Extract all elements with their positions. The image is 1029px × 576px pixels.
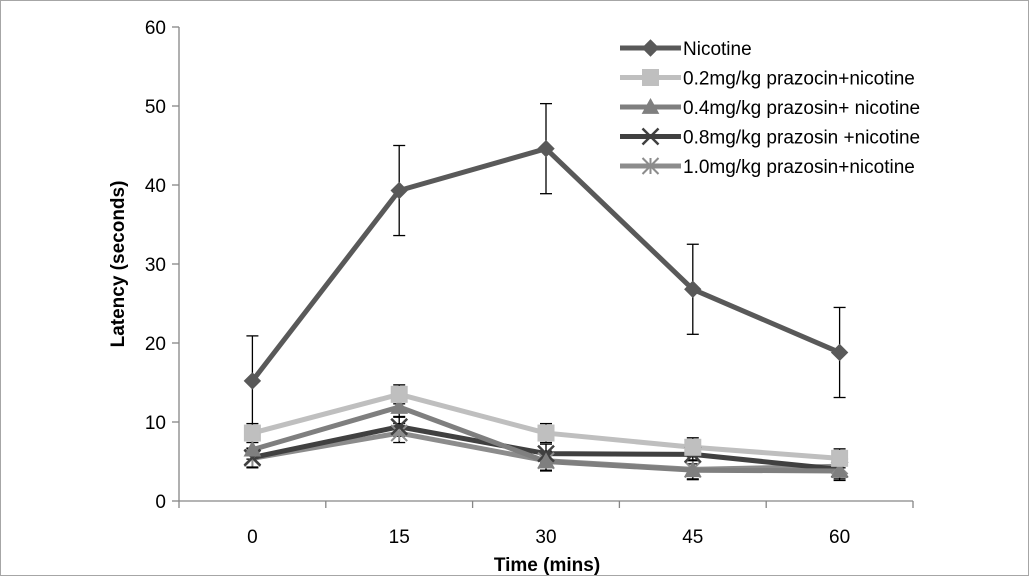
x-axis-title: Time (mins)	[494, 555, 600, 576]
y-tick-label: 0	[155, 492, 166, 513]
marker-stroke	[390, 417, 409, 436]
data-point	[684, 438, 702, 456]
y-tick-label: 60	[145, 18, 166, 39]
series-markers	[243, 139, 849, 479]
y-tick-label: 40	[145, 176, 166, 197]
data-point	[390, 417, 409, 436]
data-point	[243, 440, 262, 457]
y-tick-label: 30	[145, 255, 166, 276]
data-point	[830, 461, 849, 478]
y-axis-title: Latency (seconds)	[108, 181, 129, 348]
legend: Nicotine 0.2mg/kg prazocin+nicotine 0.4mg/…	[620, 39, 920, 178]
legend-item: 0.2mg/kg prazocin+nicotine	[620, 69, 915, 90]
legend-swatch-marker	[642, 69, 659, 86]
data-point	[683, 461, 702, 478]
legend-label: 0.4mg/kg prazosin+ nicotine	[683, 98, 920, 119]
x-tick-label: 60	[829, 527, 850, 548]
marker-stroke	[641, 127, 660, 146]
x-tick-label: 45	[682, 527, 703, 548]
legend-label: 0.2mg/kg prazocin+nicotine	[683, 69, 915, 90]
y-tick-label: 50	[145, 97, 166, 118]
x-tick-label: 0	[247, 527, 258, 548]
legend-item: 0.4mg/kg prazosin+ nicotine	[620, 97, 920, 119]
x-tick-label: 30	[535, 527, 556, 548]
data-point	[390, 385, 408, 403]
data-point	[390, 397, 409, 414]
data-point	[390, 181, 408, 200]
legend-label: 1.0mg/kg prazosin+nicotine	[683, 157, 915, 178]
legend-item: Nicotine	[620, 39, 752, 60]
legend-swatch-marker	[641, 39, 660, 57]
legend-label: Nicotine	[683, 39, 752, 60]
legend-swatch-marker	[641, 127, 660, 146]
x-tick-label: 15	[389, 527, 410, 548]
data-point	[831, 449, 849, 467]
legend-swatch-marker	[641, 157, 660, 175]
axes: 0 10 20 30 40 50 60 0 15 30 45 60	[145, 18, 914, 548]
data-point	[243, 424, 261, 442]
data-point	[537, 139, 555, 158]
y-tick-label: 10	[145, 413, 166, 434]
data-point	[537, 424, 555, 442]
data-point	[243, 372, 262, 390]
data-point	[830, 343, 849, 362]
legend-item: 0.8mg/kg prazosin +nicotine	[620, 128, 920, 149]
data-point	[684, 280, 702, 298]
data-point	[537, 452, 555, 469]
legend-item: 1.0mg/kg prazosin+nicotine	[620, 157, 915, 178]
series-lines	[250, 146, 841, 474]
legend-swatch-marker	[641, 97, 660, 114]
legend-label: 0.8mg/kg prazosin +nicotine	[683, 128, 920, 149]
y-tick-label: 20	[145, 334, 166, 355]
